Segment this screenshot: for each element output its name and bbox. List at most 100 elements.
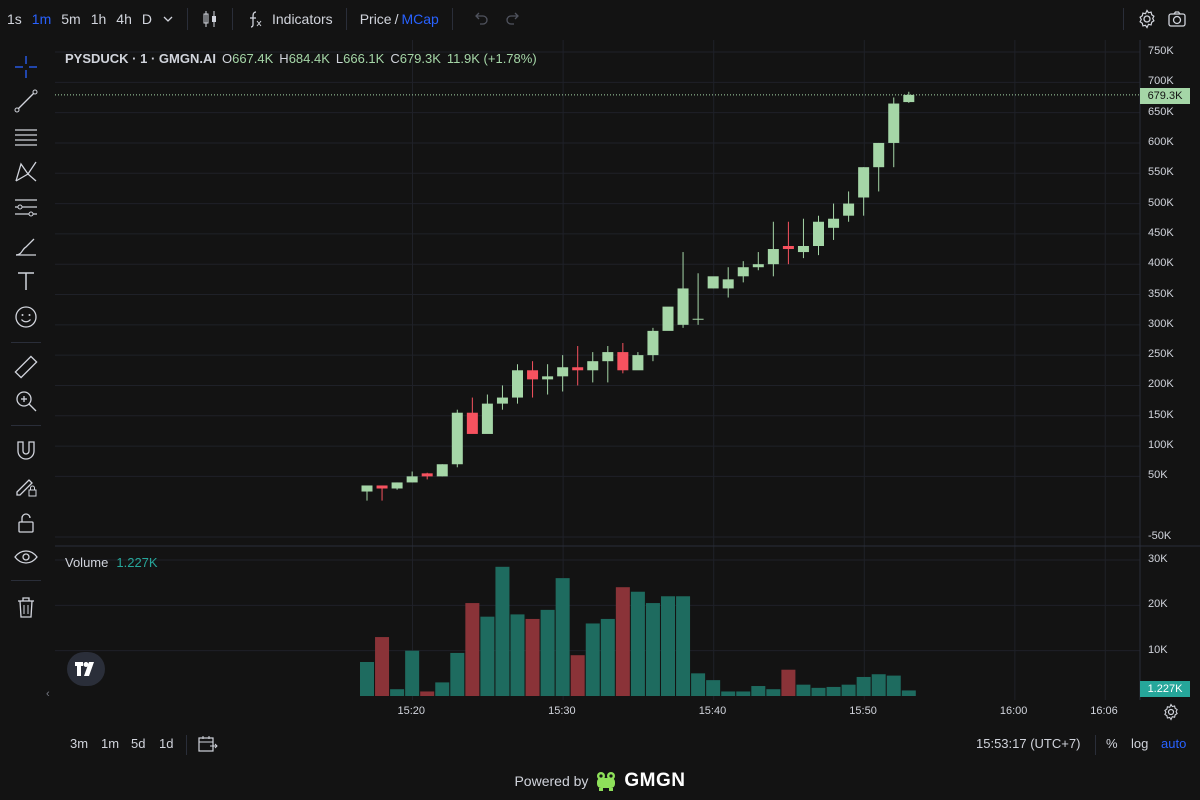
low-value: 666.1K — [343, 51, 385, 66]
volume-bar — [495, 566, 510, 696]
time-axis-label: 15:20 — [397, 705, 426, 717]
range-1m[interactable]: 1m — [101, 736, 120, 751]
price-axis-label: 400K — [1148, 257, 1174, 270]
price-toggle[interactable]: Price — [359, 11, 392, 27]
close-value: 679.3K — [399, 51, 441, 66]
undo-icon[interactable] — [467, 6, 493, 32]
log-toggle[interactable]: log — [1131, 736, 1149, 751]
volume-bar — [645, 603, 660, 696]
divider — [1123, 8, 1124, 30]
collapse-toolbar-icon[interactable]: ‹ — [46, 688, 50, 700]
low-label: L — [335, 51, 344, 66]
pattern-icon[interactable] — [9, 156, 43, 188]
brush-icon[interactable] — [9, 230, 43, 262]
indicators-button[interactable]: Indicators — [241, 6, 338, 32]
volume-bar — [480, 616, 495, 696]
candle-body — [662, 306, 674, 331]
lock-drawing-icon[interactable] — [9, 470, 43, 502]
mcap-toggle[interactable]: MCap — [401, 11, 439, 27]
price-chart[interactable] — [0, 0, 1200, 730]
volume-bar — [525, 618, 540, 696]
volume-bar — [691, 673, 706, 696]
fib-levels-icon[interactable] — [9, 191, 43, 223]
change-value: 11.9K (+1.78%) — [446, 51, 537, 66]
redo-icon[interactable] — [501, 6, 527, 32]
candle-body — [797, 246, 809, 253]
time-axis-label: 15:30 — [548, 705, 576, 717]
text-icon[interactable] — [9, 265, 43, 297]
divider — [451, 8, 453, 30]
open-label: O — [221, 51, 233, 66]
divider — [186, 8, 188, 30]
candles-icon[interactable] — [196, 6, 224, 32]
candle-body — [647, 330, 659, 356]
candle-body — [481, 403, 493, 434]
candle-body — [858, 167, 870, 198]
candle-body — [527, 370, 539, 380]
symbol-title[interactable]: PYSDUCK · 1 · GMGN.AI — [65, 51, 216, 66]
price-axis-label: 100K — [1148, 439, 1174, 452]
trash-icon[interactable] — [9, 592, 43, 624]
interval-chevron-down-icon[interactable] — [157, 6, 179, 32]
price-axis-label: 350K — [1148, 287, 1174, 300]
volume-bar — [826, 686, 841, 696]
open-value: 667.4K — [232, 51, 274, 66]
candle-body — [632, 355, 644, 371]
candle-body — [587, 361, 599, 371]
indicators-label: Indicators — [271, 11, 333, 27]
interval-4h[interactable]: 4h — [116, 11, 132, 27]
date-range-calendar-icon[interactable] — [198, 735, 218, 756]
clock-timezone[interactable]: 15:53:17 (UTC+7) — [976, 736, 1081, 751]
volume-axis-label: 10K — [1148, 643, 1168, 656]
high-label: H — [279, 51, 289, 66]
settings-gear-icon[interactable] — [1132, 6, 1162, 32]
current-price-tag: 679.3K — [1140, 88, 1190, 104]
trend-line-icon[interactable] — [9, 85, 43, 117]
horizontal-lines-icon[interactable] — [9, 120, 43, 152]
tradingview-logo[interactable] — [67, 652, 105, 686]
volume-bar — [465, 603, 480, 696]
range-3m[interactable]: 3m — [70, 736, 89, 751]
candle-body — [406, 476, 418, 483]
bottom-bar: 3m 1m 5d 1d 15:53:17 (UTC+7) % log auto — [0, 730, 1200, 760]
volume-bar — [420, 691, 435, 696]
volume-bar — [435, 682, 450, 696]
range-5d[interactable]: 5d — [131, 736, 146, 751]
candle-body — [677, 288, 689, 325]
powered-by-footer: Powered by GMGN — [0, 766, 1200, 796]
magnet-icon[interactable] — [9, 435, 43, 467]
auto-toggle[interactable]: auto — [1161, 736, 1187, 751]
unlock-icon[interactable] — [9, 507, 43, 539]
interval-1m[interactable]: 1m — [31, 11, 52, 27]
price-axis-label: 300K — [1148, 317, 1174, 330]
candle-body — [722, 279, 734, 289]
candle-body — [466, 412, 478, 434]
candle-body — [767, 249, 779, 265]
interval-d[interactable]: D — [141, 11, 152, 27]
camera-icon[interactable] — [1162, 6, 1192, 32]
time-axis-settings-icon[interactable] — [1162, 703, 1180, 724]
ruler-icon[interactable] — [9, 351, 43, 383]
volume-bar — [570, 655, 585, 696]
interval-1h[interactable]: 1h — [90, 11, 107, 27]
candle-body — [421, 473, 433, 477]
price-axis-label: 500K — [1148, 196, 1174, 209]
current-volume-tag: 1.227K — [1140, 681, 1190, 697]
volume-bar — [676, 596, 691, 696]
range-1d[interactable]: 1d — [159, 736, 174, 751]
candle-body — [512, 370, 523, 398]
interval-5m[interactable]: 5m — [61, 11, 81, 27]
volume-bar — [615, 587, 630, 696]
price-axis-label: 250K — [1148, 348, 1174, 361]
interval-1s[interactable]: 1s — [7, 11, 22, 27]
percent-toggle[interactable]: % — [1106, 736, 1118, 751]
candle-body — [617, 352, 629, 371]
eye-icon[interactable] — [9, 541, 43, 573]
divider — [11, 580, 41, 581]
volume-bar — [751, 686, 766, 696]
candle-body — [542, 376, 554, 380]
crosshair-icon[interactable] — [9, 51, 43, 83]
zoom-in-icon[interactable] — [9, 385, 43, 417]
emoji-icon[interactable] — [9, 301, 43, 333]
price-mcap-separator: / — [394, 11, 399, 27]
